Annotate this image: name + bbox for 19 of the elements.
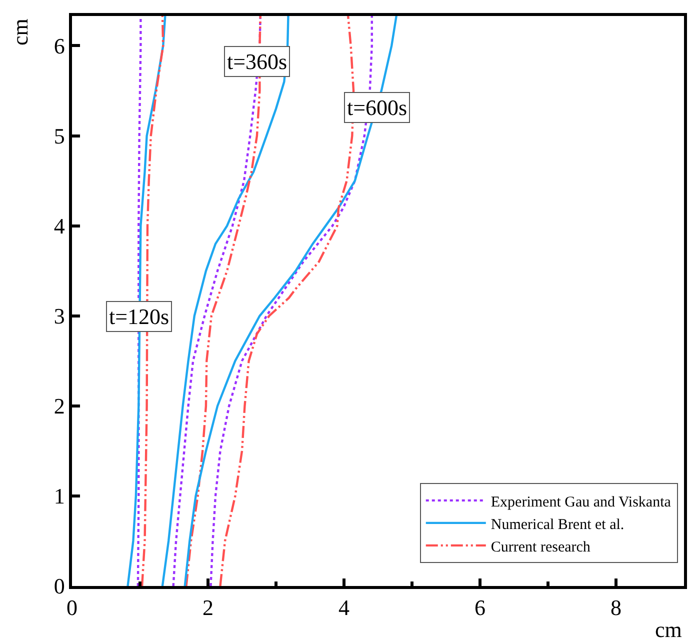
y-tick-label: 0 — [54, 574, 65, 599]
y-tick-label: 6 — [54, 33, 65, 58]
legend-label: Numerical Brent et al. — [490, 516, 624, 533]
y-tick-label: 2 — [54, 394, 65, 419]
x-tick-label: 6 — [474, 595, 486, 620]
y-tick-label: 5 — [54, 123, 65, 148]
y-tick-label: 4 — [54, 214, 65, 239]
y-tick-label: 1 — [54, 484, 65, 509]
x-tick-label: 2 — [202, 595, 214, 620]
x-tick-label: 8 — [610, 595, 622, 620]
annotation: t=600s — [347, 95, 408, 120]
y-tick-label: 3 — [54, 304, 65, 329]
annotation: t=360s — [227, 49, 288, 74]
x-tick-label: 4 — [338, 595, 350, 620]
y-axis-title: cm — [7, 18, 32, 46]
legend-label: Current research — [490, 539, 591, 556]
legend-label: Experiment Gau and Viskanta — [490, 494, 672, 510]
x-axis-title: cm — [655, 617, 682, 642]
annotation: t=120s — [109, 304, 170, 329]
